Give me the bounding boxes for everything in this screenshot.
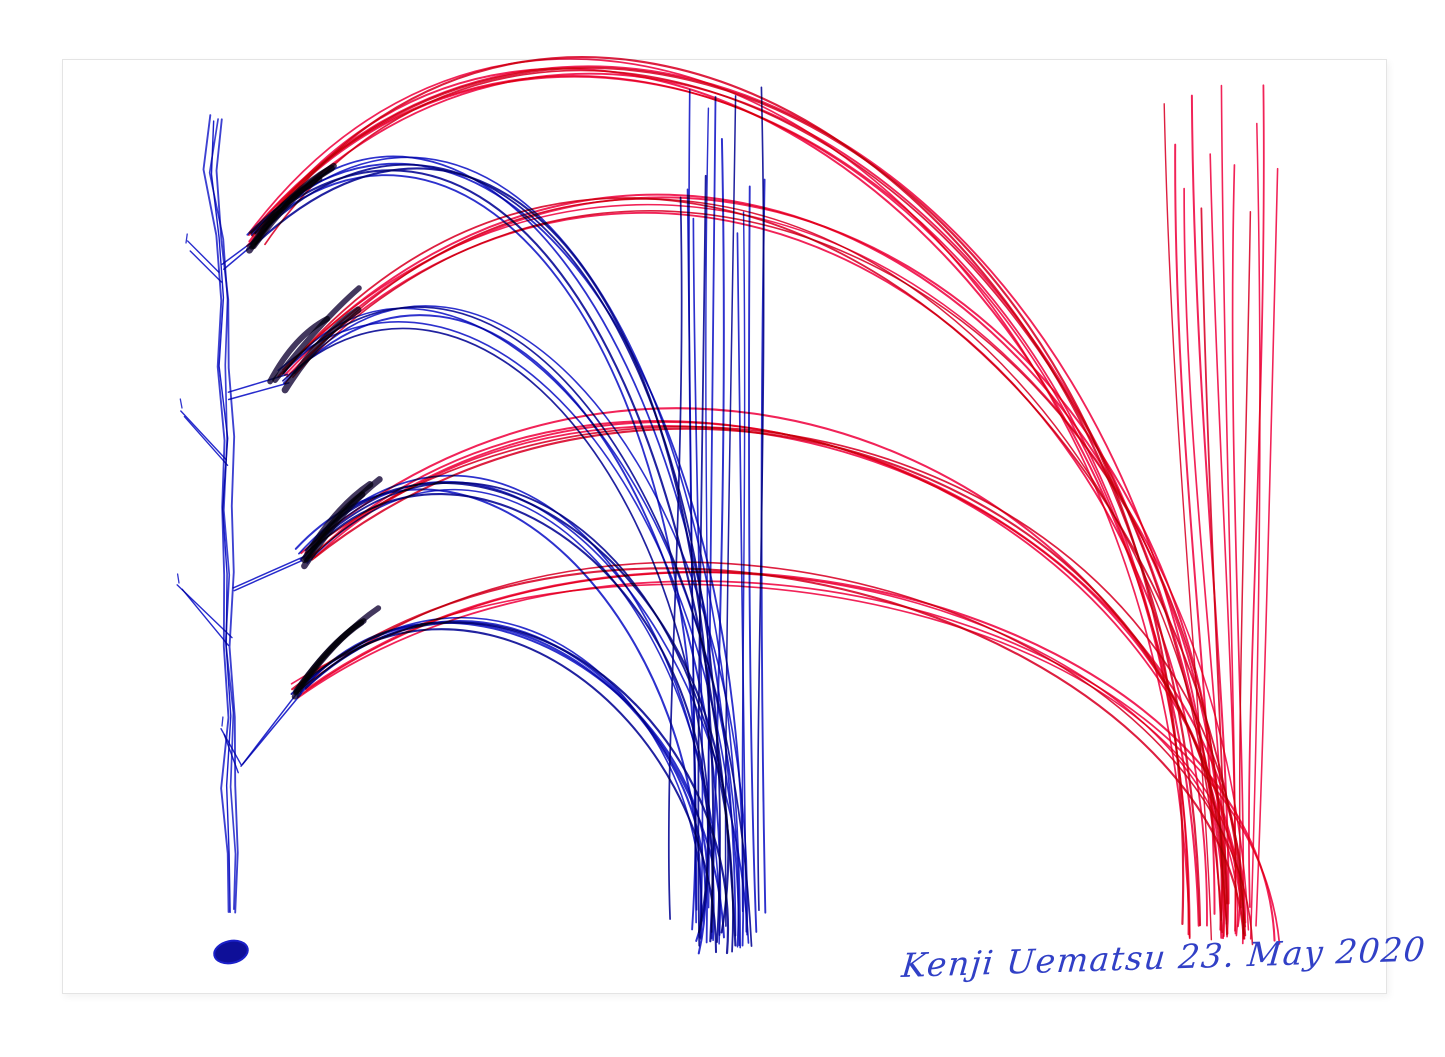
paper-sheet <box>62 59 1387 994</box>
